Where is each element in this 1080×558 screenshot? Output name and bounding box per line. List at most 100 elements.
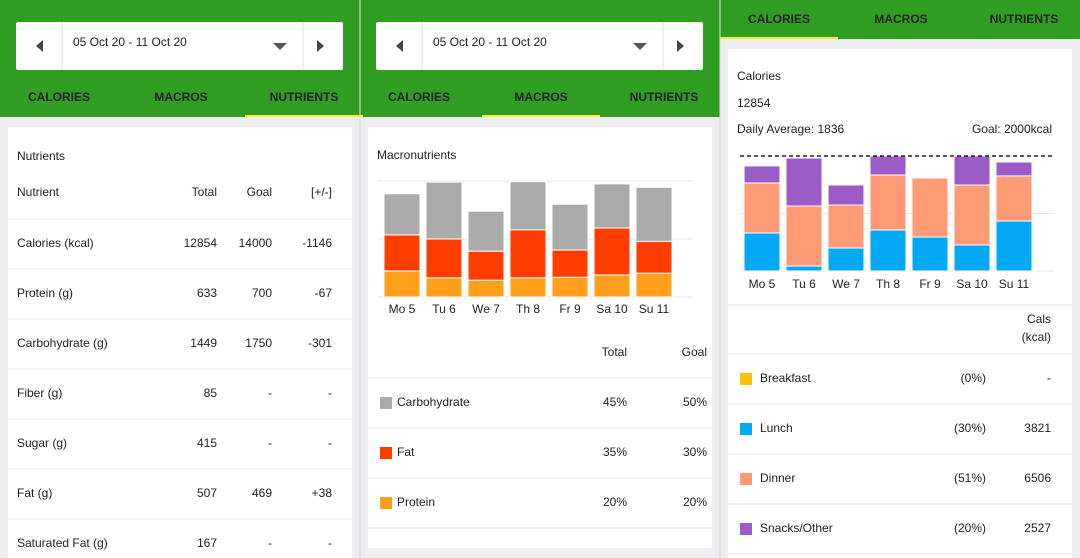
tab[interactable]: CALORIES	[748, 12, 810, 26]
bar-segment	[425, 277, 463, 298]
table-cell: 85	[204, 386, 218, 400]
bar-segment	[953, 155, 991, 186]
table-cell: -	[268, 386, 272, 400]
tab[interactable]: NUTRIENTS	[990, 12, 1059, 26]
legend-swatch	[740, 473, 752, 485]
tab[interactable]: CALORIES	[388, 90, 450, 104]
bar-segment	[383, 270, 421, 298]
table-cell: 12854	[184, 236, 218, 250]
bar-segment	[383, 234, 421, 272]
nutrient-name[interactable]: Sugar (g)	[17, 436, 67, 450]
macro-name[interactable]: Protein	[397, 495, 435, 509]
bar-segment	[425, 238, 463, 279]
x-tick-label: Tu 6	[432, 302, 456, 316]
prev-button[interactable]	[36, 40, 43, 52]
date-range[interactable]: 05 Oct 20 - 11 Oct 20	[433, 35, 547, 49]
bar-segment	[911, 177, 949, 238]
x-tick-label: We 7	[832, 277, 860, 291]
bar-segment	[509, 277, 547, 298]
tab[interactable]: MACROS	[514, 90, 567, 104]
table-cell: 20%	[683, 495, 707, 509]
date-selector[interactable]	[16, 22, 343, 70]
nutrient-name[interactable]: Carbohydrate (g)	[17, 336, 108, 350]
table-cell: 633	[197, 286, 217, 300]
nutrient-name[interactable]: Protein (g)	[17, 286, 73, 300]
bar-segment	[995, 220, 1033, 272]
table-cell: 30%	[683, 445, 707, 459]
table-cell: 1449	[190, 336, 217, 350]
dropdown-arrow[interactable]	[633, 43, 647, 50]
bar-segment	[743, 165, 781, 184]
bar-segment	[593, 274, 631, 298]
macro-name[interactable]: Fat	[397, 445, 415, 459]
bar-segment	[467, 279, 505, 298]
x-tick-label: Tu 6	[792, 277, 816, 291]
bar-segment	[785, 265, 823, 272]
tab[interactable]: CALORIES	[28, 90, 90, 104]
table-header: Total	[192, 185, 217, 199]
next-button[interactable]	[677, 40, 684, 52]
x-tick-label: We 7	[472, 302, 500, 316]
bar-segment	[995, 175, 1033, 222]
legend-swatch	[380, 497, 392, 509]
date-range[interactable]: 05 Oct 20 - 11 Oct 20	[73, 35, 187, 49]
table-header: Goal	[682, 345, 707, 359]
macro-name[interactable]: Carbohydrate	[397, 395, 470, 409]
table-cell: 14000	[239, 236, 273, 250]
table-cell: -	[1047, 371, 1051, 385]
table-cell: -301	[308, 336, 332, 350]
x-tick-label: Fr 9	[919, 277, 941, 291]
daily-average: Daily Average: 1836	[737, 122, 845, 136]
x-tick-label: Sa 10	[956, 277, 988, 291]
tab[interactable]: NUTRIENTS	[270, 90, 339, 104]
bar-segment	[551, 203, 589, 251]
tab[interactable]: MACROS	[154, 90, 207, 104]
table-header: Goal	[247, 185, 272, 199]
bar-segment	[593, 183, 631, 229]
bar-segment	[467, 210, 505, 252]
table-cell: -1146	[302, 236, 332, 250]
meal-name[interactable]: Breakfast	[760, 371, 811, 385]
dropdown-arrow[interactable]	[273, 43, 287, 50]
bar-segment	[551, 276, 589, 298]
bar-segment	[911, 236, 949, 272]
table-header: [+/-]	[311, 185, 332, 199]
bar-segment	[869, 155, 907, 176]
table-cell: (20%)	[954, 521, 986, 535]
prev-button[interactable]	[396, 40, 403, 52]
nutrient-name[interactable]: Saturated Fat (g)	[17, 536, 108, 550]
bar-segment	[869, 174, 907, 231]
calories-total: 12854	[737, 96, 771, 110]
nutrient-name[interactable]: Fat (g)	[17, 486, 52, 500]
tab[interactable]: MACROS	[874, 12, 927, 26]
meal-name[interactable]: Dinner	[760, 471, 795, 485]
bar-segment	[551, 249, 589, 278]
tab-indicator	[720, 37, 838, 39]
table-cell: -	[268, 436, 272, 450]
table-cell: (30%)	[954, 421, 986, 435]
date-selector[interactable]	[376, 22, 703, 70]
bar-segment	[827, 247, 865, 272]
next-button[interactable]	[317, 40, 324, 52]
bar-segment	[995, 161, 1033, 177]
card-title: Calories	[737, 69, 781, 83]
x-tick-label: Mo 5	[749, 277, 776, 291]
tab[interactable]: NUTRIENTS	[630, 90, 699, 104]
meal-name[interactable]: Lunch	[760, 421, 793, 435]
nutrient-name[interactable]: Calories (kcal)	[17, 236, 94, 250]
bar-segment	[509, 229, 547, 279]
tab-indicator	[245, 115, 363, 117]
x-tick-label: Su 11	[999, 277, 1030, 291]
bar-segment	[869, 229, 907, 272]
meal-name[interactable]: Snacks/Other	[760, 521, 833, 535]
x-tick-label: Su 11	[639, 302, 670, 316]
table-cell: 3821	[1024, 421, 1051, 435]
table-header: Cals	[1027, 312, 1051, 326]
bar-segment	[467, 250, 505, 281]
table-cell: 415	[197, 436, 217, 450]
nutrient-name[interactable]: Fiber (g)	[17, 386, 62, 400]
table-cell: -	[328, 386, 332, 400]
x-tick-label: Th 8	[876, 277, 900, 291]
legend-swatch	[380, 397, 392, 409]
